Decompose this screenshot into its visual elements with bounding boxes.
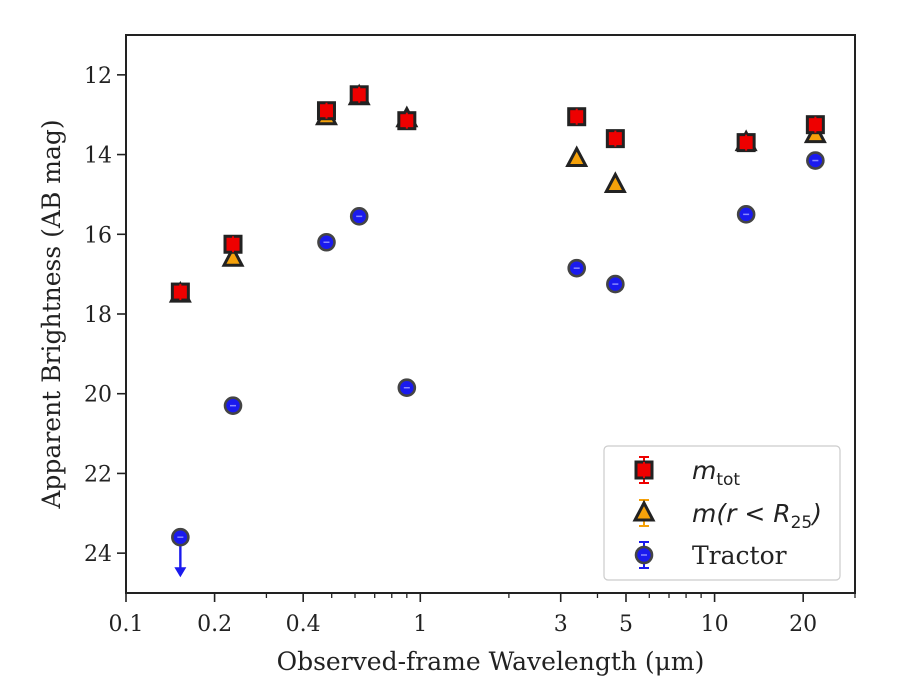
data-point-mtot <box>605 129 625 149</box>
x-tick-label: 10 <box>701 612 729 637</box>
legend-marker-m25 <box>632 499 656 522</box>
series-m25 <box>168 83 827 303</box>
legend-entry-m25: m(r < R25) <box>632 499 822 533</box>
x-axis-ticks: 0.1 0.2 0.4 1 3 5 10 20 <box>109 593 856 637</box>
x-tick-label: 5 <box>619 612 633 637</box>
y-tick-label: 18 <box>84 303 112 328</box>
data-point-mtot <box>567 107 587 127</box>
triangle-marker <box>565 145 589 168</box>
y-tick-label: 20 <box>84 383 112 408</box>
y-tick-label: 12 <box>84 64 112 89</box>
x-tick-label: 1 <box>413 612 427 637</box>
data-point-tractor <box>567 258 587 278</box>
x-tick-label: 0.1 <box>109 612 144 637</box>
data-point-tractor <box>806 151 825 170</box>
data-point-mtot <box>316 101 336 121</box>
x-tick-label: 0.4 <box>286 612 321 637</box>
data-point-tractor <box>397 378 417 398</box>
y-tick-label: 24 <box>84 542 112 567</box>
data-point-mtot <box>170 282 190 302</box>
data-point-tractor <box>736 205 756 224</box>
y-tick-label: 22 <box>84 462 112 487</box>
y-tick-label: 16 <box>84 223 112 248</box>
series-mtot <box>170 85 825 302</box>
chart-marks <box>168 83 827 578</box>
legend-label: Tractor <box>692 541 787 570</box>
data-point-m25 <box>603 171 627 193</box>
y-axis-label: Apparent Brightness (AB mag) <box>37 119 66 509</box>
y-tick-label: 14 <box>84 144 112 169</box>
x-tick-label: 20 <box>789 612 817 637</box>
legend-marker-tractor <box>634 545 654 565</box>
data-point-tractor <box>317 232 336 252</box>
data-point-mtot <box>805 115 825 135</box>
x-axis-label: Observed-frame Wavelength (μm) <box>277 647 705 676</box>
data-point-mtot <box>736 133 756 153</box>
data-point-mtot <box>349 85 369 105</box>
legend-marker-mtot <box>634 460 654 480</box>
legend-entry-tractor: Tractor <box>634 541 787 570</box>
data-point-m25 <box>565 145 589 168</box>
triangle-marker <box>221 244 245 267</box>
legend-box <box>603 445 841 581</box>
x-tick-label: 3 <box>554 612 568 637</box>
legend-label: mtot <box>692 456 740 490</box>
legend-label: m(r < R25) <box>692 499 822 533</box>
data-point-m25 <box>221 244 245 267</box>
triangle-marker <box>603 171 627 193</box>
data-point-tractor <box>171 527 190 547</box>
data-point-tractor <box>349 207 369 226</box>
x-tick-label: 0.2 <box>197 612 232 637</box>
upper-limit-arrowhead <box>174 567 187 578</box>
data-point-mtot <box>223 234 243 254</box>
y-axis-ticks: 12 14 16 18 20 22 24 <box>84 64 126 567</box>
triangle-marker <box>632 499 656 522</box>
legend: mtot m(r < R25) Tractor <box>603 445 841 581</box>
series-tractor <box>171 151 825 578</box>
data-point-mtot <box>397 111 417 131</box>
data-point-tractor <box>606 274 625 294</box>
legend-entry-mtot: mtot <box>634 456 740 490</box>
data-point-tractor <box>223 396 243 415</box>
